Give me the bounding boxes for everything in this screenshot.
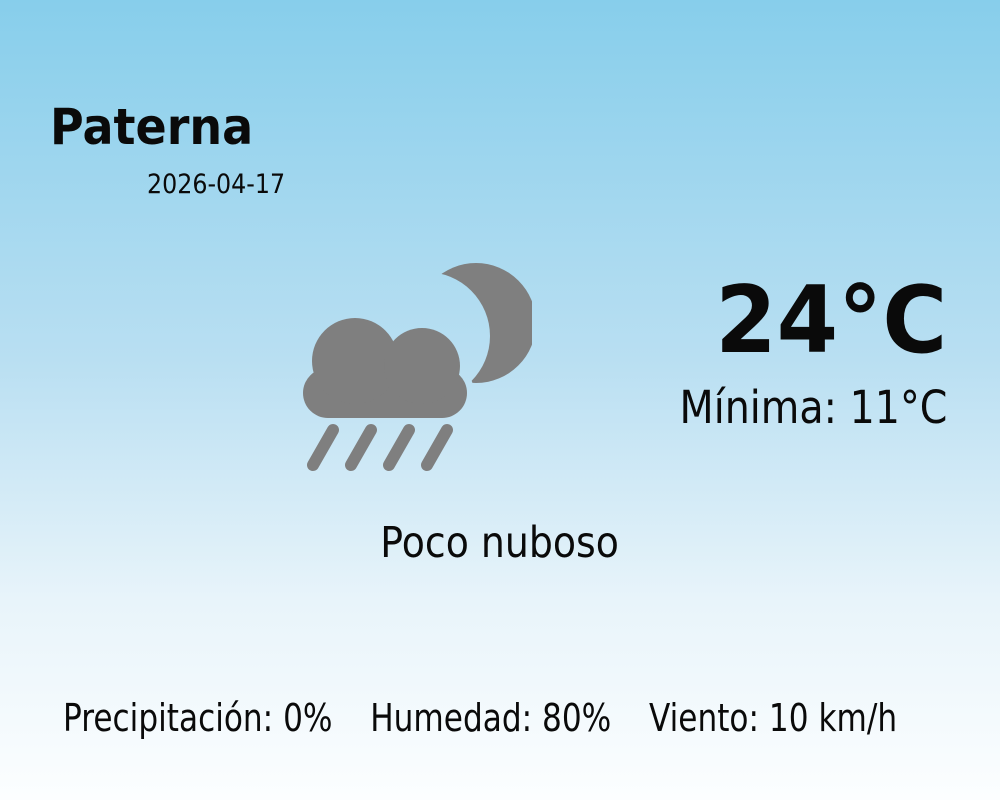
temperature-value: 24°C bbox=[703, 274, 947, 367]
min-temperature: Mínima: 11°C bbox=[643, 385, 947, 430]
rain-streaks bbox=[307, 424, 453, 471]
condition-label: Poco nuboso bbox=[380, 518, 620, 568]
cloud-moon-rain-icon bbox=[303, 263, 532, 471]
precipitation-label: Precipitación: 0% bbox=[63, 696, 333, 740]
metrics-row: Precipitación: 0% Humedad: 80% Viento: 1… bbox=[63, 699, 897, 737]
temperature-text: 24°C bbox=[715, 266, 947, 374]
humidity-label: Humedad: 80% bbox=[370, 696, 612, 740]
wind-label: Viento: 10 km/h bbox=[648, 696, 898, 740]
condition-text: Poco nuboso bbox=[0, 522, 1000, 565]
min-temperature-text: Mínima: 11°C bbox=[679, 381, 947, 434]
date-label: 2026-04-17 bbox=[147, 171, 304, 198]
date-text: 2026-04-17 bbox=[147, 169, 286, 200]
location-title: Paterna bbox=[50, 102, 271, 152]
location-title-text: Paterna bbox=[50, 98, 254, 156]
cloud-shape bbox=[303, 318, 467, 418]
